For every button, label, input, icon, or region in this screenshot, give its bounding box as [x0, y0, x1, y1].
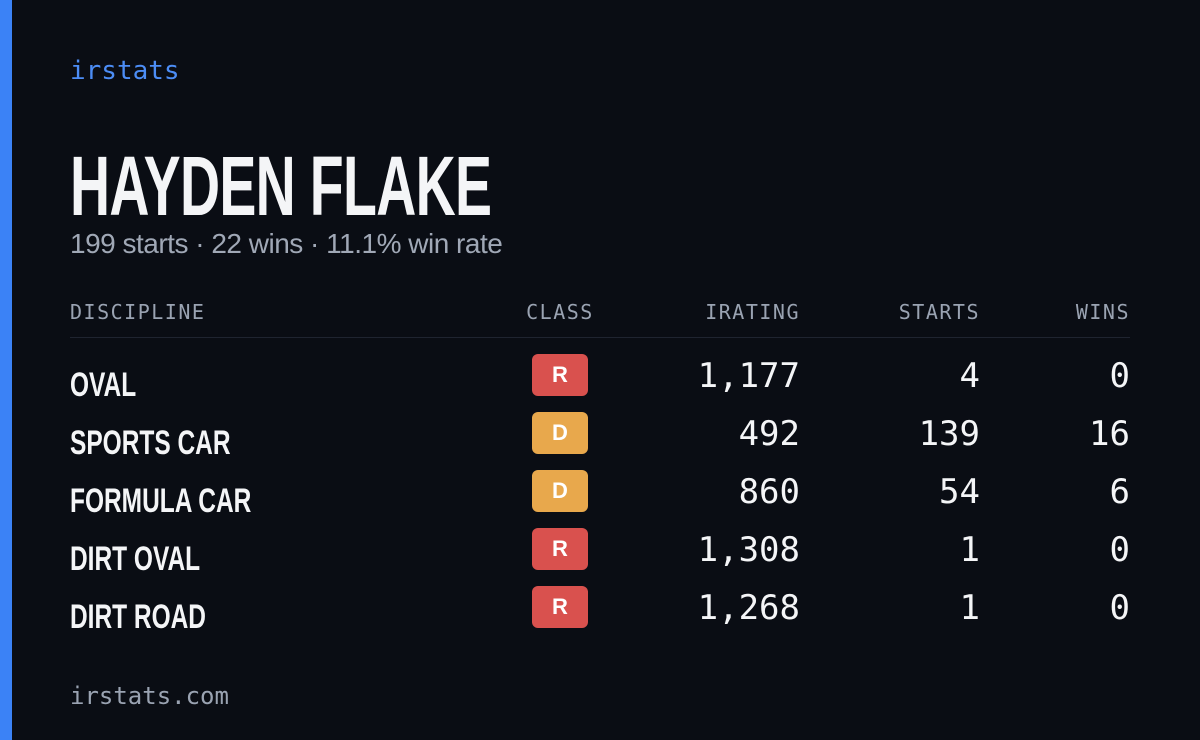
starts: 1	[959, 588, 980, 628]
irating: 1,308	[697, 530, 800, 570]
wins: 0	[1109, 530, 1130, 570]
discipline: DIRT ROAD	[70, 598, 207, 636]
column-header: DISCIPLINE	[70, 300, 206, 324]
discipline: OVAL	[70, 366, 137, 404]
starts: 4	[959, 356, 980, 396]
irating: 1,177	[697, 356, 800, 396]
class-badge: D	[532, 470, 588, 512]
discipline: FORMULA CAR	[70, 482, 252, 520]
column-header: IRATING	[705, 300, 800, 324]
accent-bar	[0, 0, 12, 740]
column-header: STARTS	[898, 300, 980, 324]
discipline: SPORTS CAR	[70, 424, 231, 462]
wins: 16	[1089, 414, 1130, 454]
class-badge: R	[532, 354, 588, 396]
discipline: DIRT OVAL	[70, 540, 201, 578]
starts: 1	[959, 530, 980, 570]
starts: 139	[918, 414, 980, 454]
header-rule	[70, 337, 1130, 338]
irating: 492	[738, 414, 800, 454]
column-header: CLASS	[526, 300, 594, 324]
brand: irstats	[70, 56, 180, 86]
irating: 860	[738, 472, 800, 512]
column-header: WINS	[1075, 300, 1130, 324]
footer: irstats.com	[70, 682, 229, 710]
class-badge: R	[532, 528, 588, 570]
starts: 54	[939, 472, 980, 512]
wins: 6	[1109, 472, 1130, 512]
class-badge: R	[532, 586, 588, 628]
wins: 0	[1109, 588, 1130, 628]
class-badge: D	[532, 412, 588, 454]
summary: 199 starts · 22 wins · 11.1% win rate	[70, 228, 503, 259]
irating: 1,268	[697, 588, 800, 628]
driver-name: HAYDEN FLAKE	[70, 139, 492, 233]
wins: 0	[1109, 356, 1130, 396]
